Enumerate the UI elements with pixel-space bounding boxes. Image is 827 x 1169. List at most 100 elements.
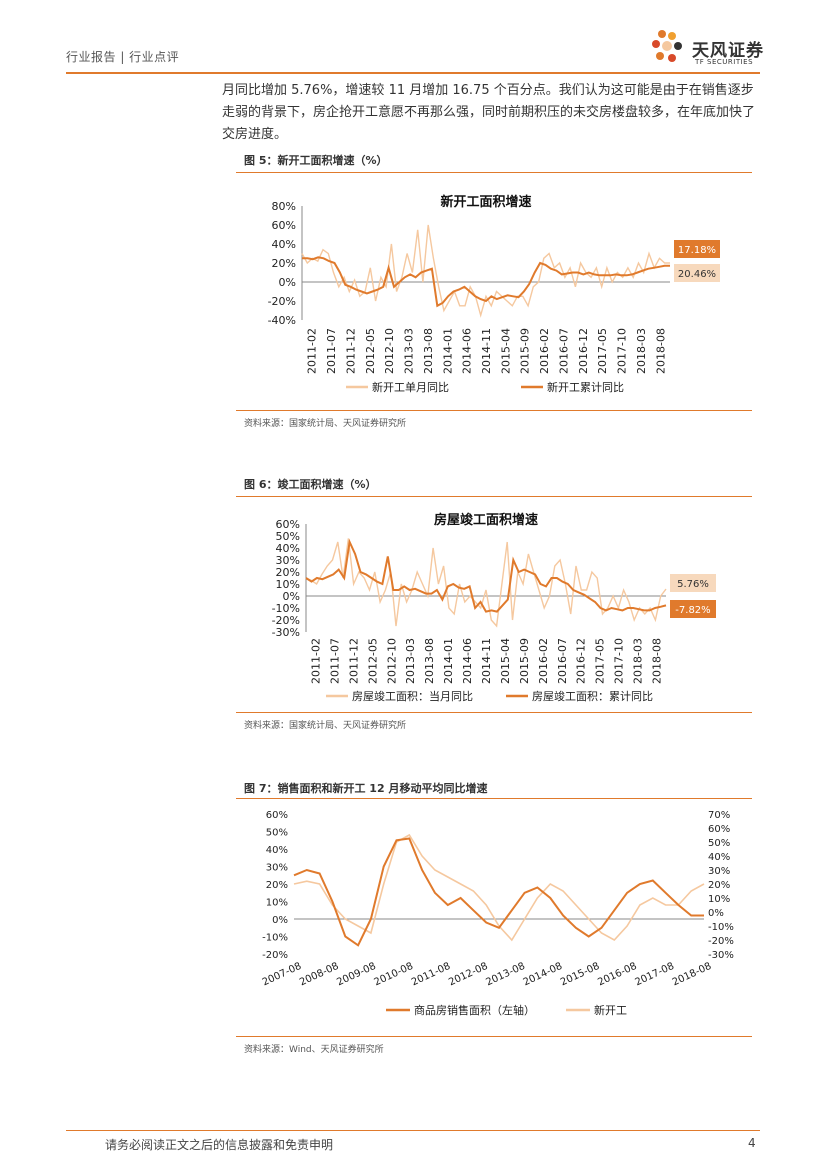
x-tick-label: 2011-02 <box>306 328 319 374</box>
y-tick-label: 80% <box>272 200 296 213</box>
footer-divider <box>66 1130 760 1131</box>
right-y-tick-label: -10% <box>708 922 734 933</box>
x-tick-label: 2011-12 <box>344 328 357 374</box>
legend-label: 新开工单月同比 <box>372 380 449 394</box>
x-tick-label: 2007-08 <box>261 961 304 989</box>
y-tick-label: 0% <box>283 590 300 603</box>
y-tick-label: -20% <box>268 295 296 308</box>
x-tick-label: 2008-08 <box>298 961 341 989</box>
x-tick-label: 2016-08 <box>596 961 639 989</box>
series-line-2 <box>305 538 667 613</box>
x-tick-label: 2014-06 <box>461 638 474 684</box>
fig7-bottom-divider <box>236 1036 752 1037</box>
value-label: -7.82% <box>675 605 710 616</box>
fig6-chart: 房屋竣工面积增速 60%50%40%30%20%10%0%-10%-20%-30%… <box>272 512 716 703</box>
left-y-tick-label: -10% <box>262 933 288 944</box>
right-y-tick-label: 60% <box>708 824 730 835</box>
x-tick-label: 2014-08 <box>522 961 565 989</box>
x-tick-label: 2013-08 <box>422 328 435 374</box>
x-tick-label: 2011-07 <box>328 638 341 684</box>
y-tick-label: 40% <box>276 542 300 555</box>
y-tick-label: 20% <box>272 257 296 270</box>
fig6-caption: 图 6：竣工面积增速（%） <box>244 478 377 491</box>
fig5-source: 资料来源：国家统计局、天风证券研究所 <box>244 419 407 429</box>
y-tick-label: 10% <box>276 578 300 591</box>
x-tick-label: 2014-11 <box>480 328 493 374</box>
value-label: 5.76% <box>677 579 709 590</box>
right-y-tick-label: -30% <box>708 950 734 961</box>
x-tick-label: 2011-08 <box>410 961 453 989</box>
right-y-tick-label: 10% <box>708 894 730 905</box>
right-y-tick-label: 40% <box>708 852 730 863</box>
x-tick-label: 2016-07 <box>557 328 570 374</box>
x-tick-label: 2013-03 <box>404 638 417 684</box>
value-label-box <box>670 600 716 618</box>
fig7-source: 资料来源：Wind、天风证券研究所 <box>244 1045 384 1055</box>
x-tick-label: 2012-10 <box>385 638 398 684</box>
right-y-tick-label: 30% <box>708 866 730 877</box>
right-y-tick-label: 70% <box>708 810 730 821</box>
x-tick-label: 2012-05 <box>366 638 379 684</box>
value-label-box <box>674 264 720 282</box>
logo <box>652 30 682 62</box>
y-tick-label: -40% <box>268 314 296 327</box>
x-tick-label: 2010-08 <box>373 961 416 989</box>
page-number: 4 <box>748 1136 756 1150</box>
x-tick-label: 2015-04 <box>499 638 512 684</box>
x-tick-label: 2017-10 <box>616 328 629 374</box>
legend-label: 商品房销售面积（左轴） <box>414 1003 535 1017</box>
x-tick-label: 2018-03 <box>632 638 645 684</box>
value-label: 17.18% <box>678 245 716 256</box>
x-tick-label: 2014-01 <box>441 328 454 374</box>
left-y-tick-label: 0% <box>272 915 288 926</box>
x-tick-label: 2018-03 <box>635 328 648 374</box>
fig6-source: 资料来源：国家统计局、天风证券研究所 <box>244 721 407 731</box>
left-y-tick-label: 10% <box>266 898 288 909</box>
value-label: 20.46% <box>678 269 716 280</box>
legend-label: 房屋竣工面积：累计同比 <box>532 689 653 703</box>
left-y-tick-label: 50% <box>266 828 288 839</box>
x-tick-label: 2018-08 <box>654 328 667 374</box>
left-y-tick-label: -20% <box>262 950 288 961</box>
y-tick-label: 60% <box>272 219 296 232</box>
fig6-top-divider <box>236 496 752 497</box>
x-tick-label: 2011-12 <box>347 638 360 684</box>
x-tick-label: 2014-06 <box>461 328 474 374</box>
y-tick-label: 20% <box>276 566 300 579</box>
intro-paragraph: 月同比增加 5.76%，增速较 11 月增加 16.75 个百分点。我们认为这可… <box>222 83 756 142</box>
legend-label: 房屋竣工面积：当月同比 <box>352 689 473 703</box>
chart-title: 新开工面积增速 <box>440 194 531 210</box>
x-tick-label: 2018-08 <box>671 961 714 989</box>
fig5-bottom-divider <box>236 410 752 411</box>
x-tick-label: 2014-11 <box>480 638 493 684</box>
x-tick-label: 2009-08 <box>335 961 378 989</box>
report-category: 行业报告 | 行业点评 <box>66 50 180 64</box>
x-tick-label: 2012-10 <box>383 328 396 374</box>
y-tick-label: 60% <box>276 518 300 531</box>
left-y-tick-label: 30% <box>266 863 288 874</box>
x-tick-label: 2016-12 <box>575 638 588 684</box>
x-tick-label: 2011-07 <box>325 328 338 374</box>
x-tick-label: 2018-08 <box>651 638 664 684</box>
series-line-1 <box>293 837 704 947</box>
x-tick-label: 2016-07 <box>556 638 569 684</box>
x-tick-label: 2017-08 <box>633 961 676 989</box>
series-line-1 <box>305 538 667 628</box>
fig7-caption: 图 7：销售面积和新开工 12 月移动平均同比增速 <box>244 782 488 795</box>
fig5-top-divider <box>236 172 752 173</box>
fig7-chart: 60% 50% 40% 30% 20% 10% 0% -10% -20% 70% 60% 50% 40%… <box>261 810 734 1017</box>
right-y-tick-label: 50% <box>708 838 730 849</box>
x-tick-label: 2017-05 <box>596 328 609 374</box>
logo-text-en: TF SECURITIES <box>695 58 754 66</box>
fig7-top-divider <box>236 798 752 799</box>
value-label-box <box>674 240 720 258</box>
series-line-2 <box>293 833 705 942</box>
y-tick-label: 40% <box>272 238 296 251</box>
legend-label: 新开工 <box>594 1003 627 1017</box>
x-tick-label: 2015-04 <box>499 328 512 374</box>
x-tick-label: 2012-05 <box>364 328 377 374</box>
x-tick-label: 2015-09 <box>518 638 531 684</box>
left-y-tick-label: 40% <box>266 845 288 856</box>
y-tick-label: 50% <box>276 530 300 543</box>
y-tick-label: -10% <box>272 602 300 615</box>
